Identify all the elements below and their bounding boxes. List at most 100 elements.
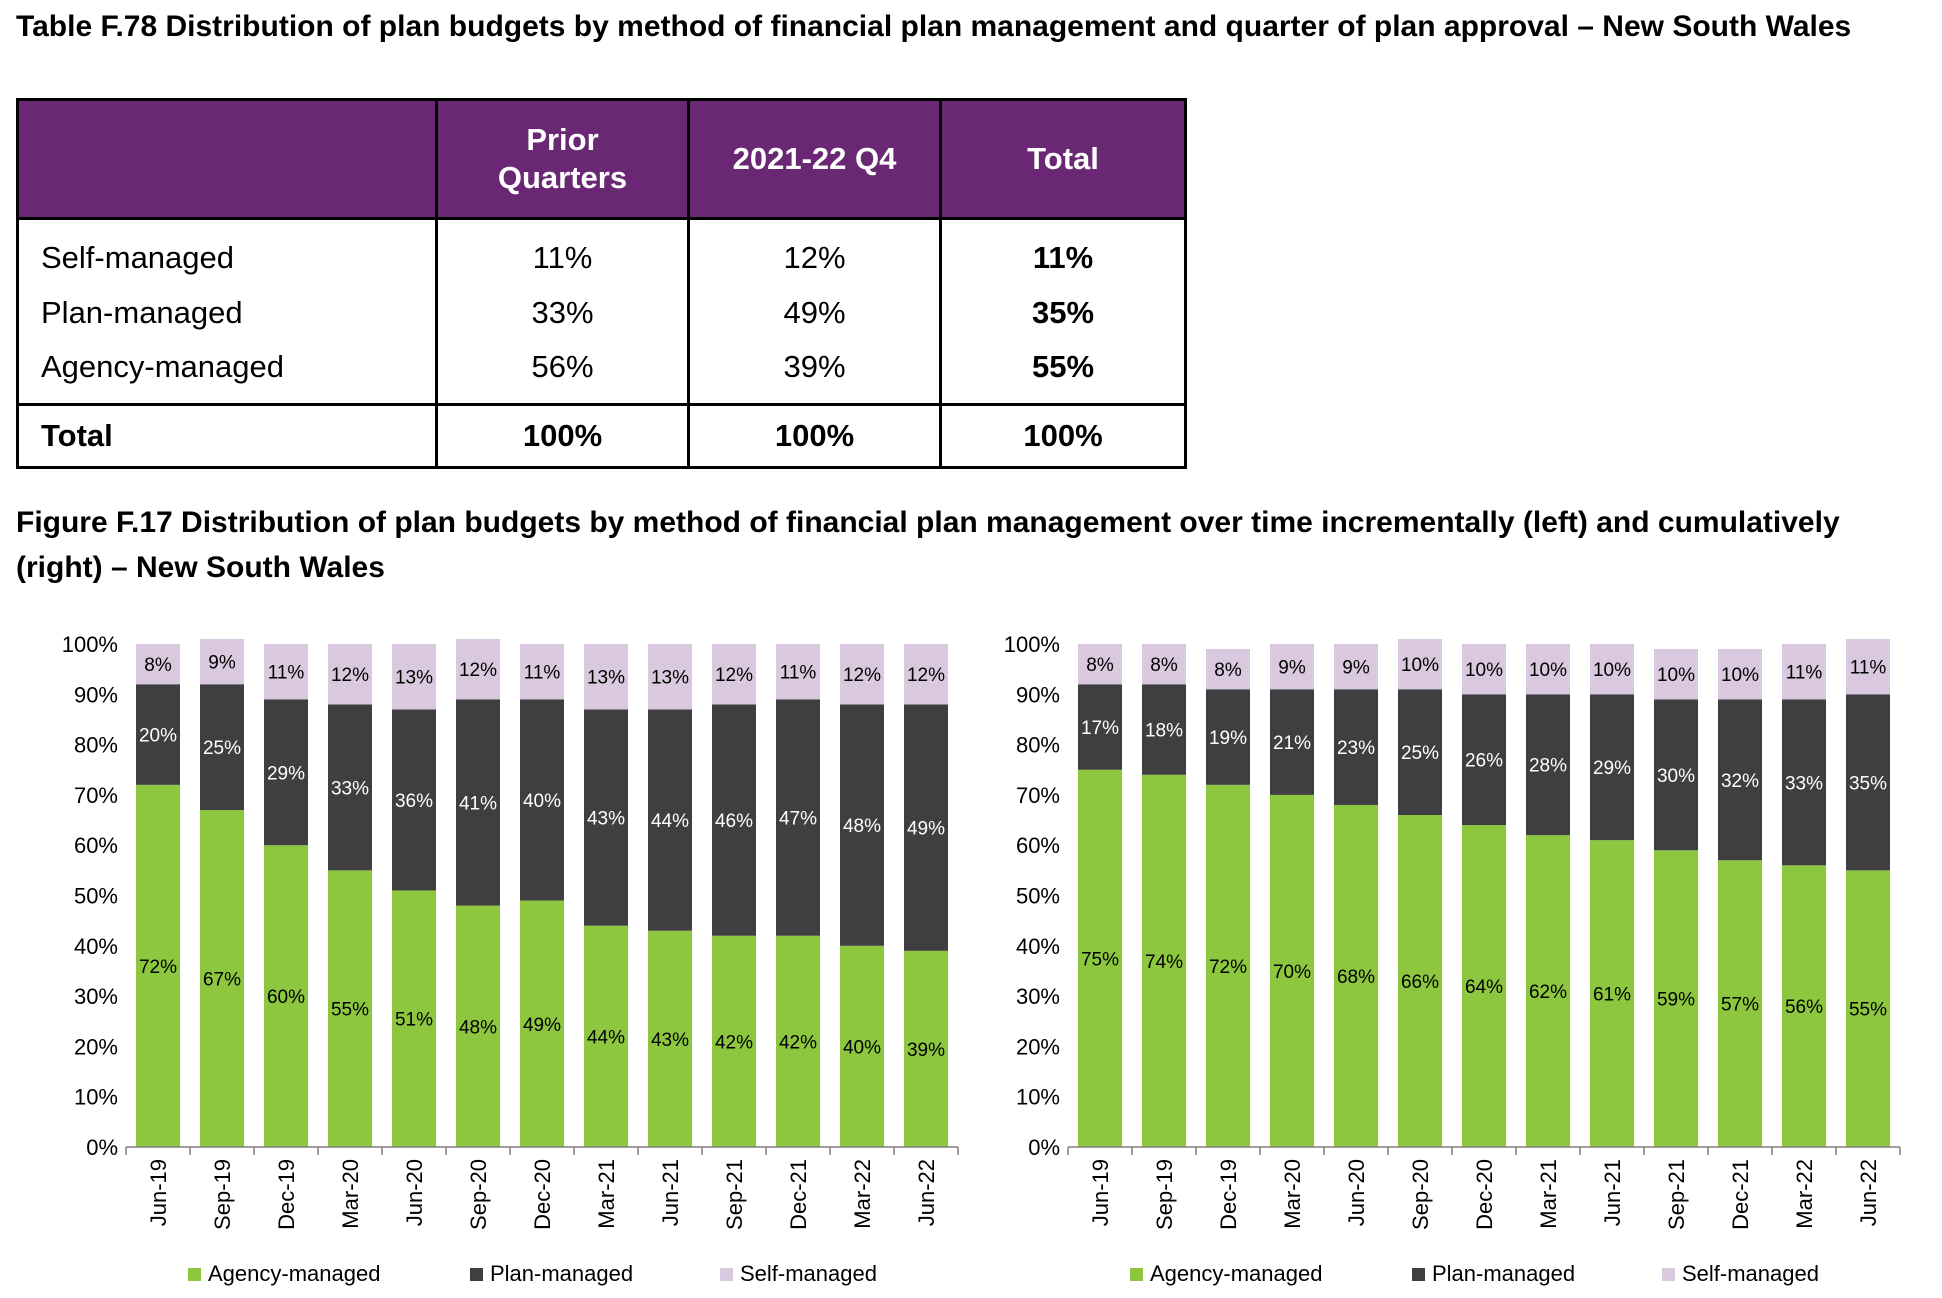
bar-agency-mar-20 bbox=[1270, 794, 1314, 1147]
table-title: Table F.78 Distribution of plan budgets … bbox=[16, 10, 1852, 43]
y-tick-label: 40% bbox=[74, 934, 118, 959]
data-label: 55% bbox=[331, 1000, 369, 1021]
bar-plan-sep-19 bbox=[200, 684, 244, 810]
bar-agency-mar-22 bbox=[840, 945, 884, 1147]
bar-plan-jun-21 bbox=[648, 709, 692, 931]
bar-self-mar-20 bbox=[1270, 644, 1314, 690]
bar-self-jun-20 bbox=[392, 644, 436, 710]
bar-agency-dec-20 bbox=[1462, 825, 1506, 1147]
x-tick-label: Dec-21 bbox=[786, 1159, 811, 1230]
bar-agency-dec-21 bbox=[1718, 860, 1762, 1147]
bar-plan-jun-20 bbox=[1334, 689, 1378, 805]
data-label: 10% bbox=[1529, 660, 1567, 681]
bar-plan-jun-19 bbox=[136, 684, 180, 785]
bar-plan-mar-20 bbox=[328, 704, 372, 871]
y-tick-label: 80% bbox=[1016, 733, 1060, 758]
data-label: 29% bbox=[1593, 758, 1631, 779]
data-label: 46% bbox=[715, 811, 753, 832]
bar-self-jun-21 bbox=[648, 644, 692, 710]
cell-total: 35% bbox=[939, 284, 1187, 341]
x-tick-label: Jun-22 bbox=[914, 1159, 939, 1226]
y-tick-label: 50% bbox=[1016, 884, 1060, 909]
data-label: 49% bbox=[523, 1015, 561, 1036]
data-label: 48% bbox=[459, 1017, 497, 1038]
data-label: 17% bbox=[1081, 718, 1119, 739]
x-tick-label: Sep-19 bbox=[1152, 1159, 1177, 1230]
y-tick-label: 100% bbox=[62, 632, 118, 657]
legend-label-self: Self-managed bbox=[740, 1261, 877, 1286]
data-label: 43% bbox=[587, 809, 625, 830]
x-tick-label: Sep-20 bbox=[466, 1159, 491, 1230]
data-label: 70% bbox=[1273, 962, 1311, 983]
x-tick-label: Mar-22 bbox=[850, 1159, 875, 1229]
data-label: 57% bbox=[1721, 995, 1759, 1016]
cumulative-chart: 0% 10% 20% 30% 40% 50% 60% 70% 80% 90% 100% 75% 17% 8… bbox=[1004, 632, 1901, 1286]
bar-plan-mar-22 bbox=[840, 704, 884, 946]
x-tick-label: Sep-21 bbox=[722, 1159, 747, 1230]
data-label: 47% bbox=[779, 809, 817, 830]
bar-plan-mar-21 bbox=[584, 709, 628, 926]
data-label: 11% bbox=[1850, 658, 1887, 679]
data-label: 68% bbox=[1337, 967, 1375, 988]
bar-self-mar-22 bbox=[1782, 644, 1826, 700]
distribution-table: Prior Quarters 2021-22 Q4 Total Self-man… bbox=[16, 98, 1187, 469]
bar-self-mar-21 bbox=[584, 644, 628, 710]
x-tick-label: Jun-20 bbox=[1344, 1159, 1369, 1226]
data-label: 9% bbox=[1278, 658, 1306, 679]
data-label: 42% bbox=[715, 1032, 753, 1053]
x-tick-label: Mar-20 bbox=[338, 1159, 363, 1229]
table-row: Self-managed 11% 12% 11% bbox=[16, 218, 1187, 284]
bar-self-sep-20 bbox=[1398, 638, 1442, 690]
bar-plan-sep-19 bbox=[1142, 684, 1186, 775]
bar-agency-jun-21 bbox=[648, 930, 692, 1147]
bar-self-sep-21 bbox=[712, 644, 756, 705]
cell-q4: 39% bbox=[687, 341, 942, 405]
x-tick-label: Mar-22 bbox=[1792, 1159, 1817, 1229]
bar-agency-sep-19 bbox=[1142, 774, 1186, 1147]
data-label: 19% bbox=[1209, 728, 1247, 749]
y-tick-label: 40% bbox=[1016, 934, 1060, 959]
bar-plan-sep-20 bbox=[1398, 689, 1442, 816]
data-label: 49% bbox=[907, 819, 945, 840]
bar-plan-dec-20 bbox=[520, 699, 564, 901]
data-label: 10% bbox=[1593, 660, 1631, 681]
cell-total: 55% bbox=[939, 341, 1187, 405]
cell-q4: 100% bbox=[687, 403, 942, 469]
bar-self-sep-20 bbox=[456, 638, 500, 700]
bar-plan-jun-21 bbox=[1590, 694, 1634, 841]
cell-prior: 11% bbox=[435, 218, 690, 284]
bar-plan-sep-21 bbox=[712, 704, 756, 936]
data-label: 20% bbox=[139, 726, 177, 747]
data-label: 25% bbox=[203, 738, 241, 759]
table-row: Agency-managed 56% 39% 55% bbox=[16, 341, 1187, 405]
bar-agency-jun-19 bbox=[1078, 769, 1122, 1147]
x-tick-label: Sep-19 bbox=[210, 1159, 235, 1230]
legend-label-agency: Agency-managed bbox=[208, 1261, 380, 1286]
data-label: 9% bbox=[208, 653, 236, 674]
data-label: 12% bbox=[843, 665, 881, 686]
legend-label-plan: Plan-managed bbox=[490, 1261, 633, 1286]
data-label: 74% bbox=[1145, 952, 1183, 973]
data-label: 59% bbox=[1657, 990, 1695, 1011]
bar-plan-sep-20 bbox=[456, 699, 500, 906]
bar-plan-mar-21 bbox=[1526, 694, 1570, 836]
bar-agency-mar-20 bbox=[328, 870, 372, 1147]
x-tick-label: Jun-19 bbox=[1088, 1159, 1113, 1226]
data-label: 12% bbox=[907, 665, 945, 686]
bar-agency-sep-20 bbox=[1398, 815, 1442, 1147]
data-label: 64% bbox=[1465, 977, 1503, 998]
bar-self-dec-20 bbox=[520, 644, 564, 700]
x-tick-label: Jun-21 bbox=[658, 1159, 683, 1226]
bar-plan-dec-20 bbox=[1462, 694, 1506, 826]
x-tick-label: Jun-19 bbox=[146, 1159, 171, 1226]
table-header-total: Total bbox=[939, 98, 1187, 220]
data-label: 28% bbox=[1529, 756, 1567, 777]
y-tick-label: 80% bbox=[74, 733, 118, 758]
table-total-row: Total 100% 100% 100% bbox=[16, 403, 1187, 469]
table-header-row: Prior Quarters 2021-22 Q4 Total bbox=[16, 98, 1187, 220]
data-label: 11% bbox=[1786, 663, 1823, 684]
x-tick-label: Sep-20 bbox=[1408, 1159, 1433, 1230]
bar-agency-sep-19 bbox=[200, 809, 244, 1147]
bar-plan-dec-19 bbox=[1206, 689, 1250, 785]
table-header-prior-label: Prior Quarters bbox=[497, 122, 628, 195]
